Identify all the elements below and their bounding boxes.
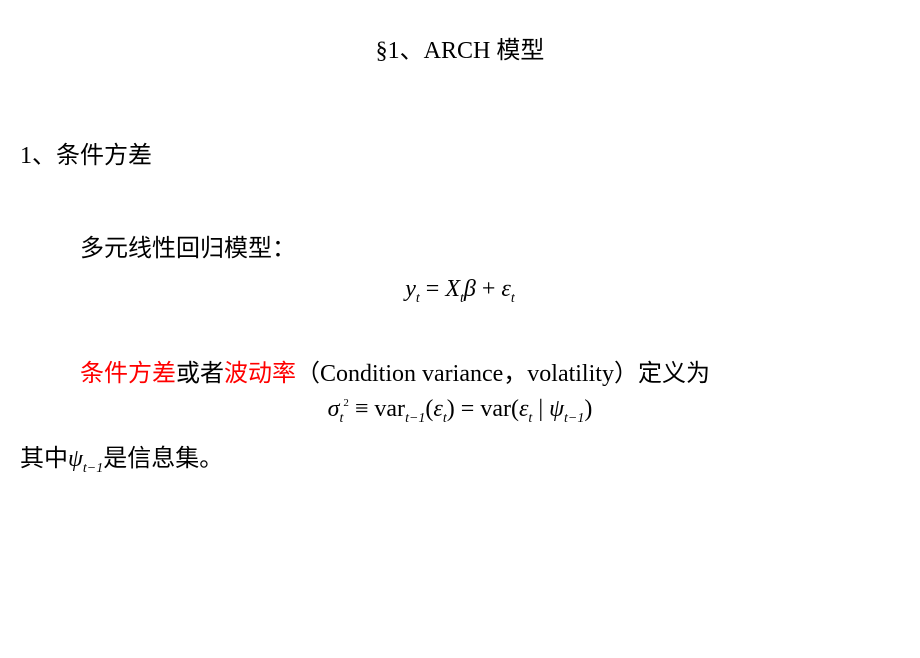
section-heading: 1、条件方差 xyxy=(20,135,900,170)
closing-paragraph: 其中ψt−1是信息集。 xyxy=(20,438,900,473)
rp1: ) xyxy=(447,396,455,422)
def-paren: （Condition variance，volatility）定义为 xyxy=(296,361,710,387)
sym-equiv: ≡ xyxy=(349,396,375,422)
sub-eps2: t xyxy=(528,411,532,426)
fn-var1: var xyxy=(374,396,405,422)
closing-suffix: 是信息集。 xyxy=(103,446,223,472)
sub-var1: t−1 xyxy=(405,411,425,426)
term-conditional-variance: 条件方差 xyxy=(80,361,176,387)
sup-sigma: 2 xyxy=(343,397,349,409)
sub-y: t xyxy=(416,291,420,306)
sym-X: X xyxy=(445,276,460,302)
sym-psi: ψ xyxy=(549,396,564,422)
term-volatility: 波动率 xyxy=(224,361,296,387)
inline-psi: ψt−1 xyxy=(68,446,103,472)
sub-psi: t−1 xyxy=(564,411,584,426)
sub-psi-inline: t−1 xyxy=(83,461,103,476)
sub-eps1: t xyxy=(443,411,447,426)
sym-bar: | xyxy=(532,396,549,422)
fn-var2: var( xyxy=(480,396,519,422)
definition-paragraph: 条件方差或者波动率（Condition variance，volatility）… xyxy=(20,353,900,388)
formula-linear-model: yt = Xtβ + εt xyxy=(20,276,900,303)
closing-prefix: 其中 xyxy=(20,446,68,472)
page-title: §1、ARCH 模型 xyxy=(20,30,900,65)
sym-eq2: = xyxy=(455,396,481,422)
sym-eps: ε xyxy=(501,276,510,302)
sub-eps: t xyxy=(511,291,515,306)
sym-eq: = xyxy=(420,276,446,302)
sym-beta: β xyxy=(464,276,476,302)
formula-variance-definition: σt2 ≡ vart−1(εt) = var(εt | ψt−1) xyxy=(20,396,900,423)
sym-sigma: σ xyxy=(328,396,340,422)
sym-plus: + xyxy=(476,276,502,302)
intro-paragraph: 多元线性回归模型： xyxy=(20,230,900,268)
sym-y: y xyxy=(405,276,416,302)
rp2: ) xyxy=(584,396,592,422)
sub-X: t xyxy=(460,291,464,306)
sym-psi-inline: ψ xyxy=(68,446,83,472)
sub-sigma: t xyxy=(339,411,343,426)
sym-eps1: ε xyxy=(433,396,442,422)
def-mid: 或者 xyxy=(176,361,224,387)
sym-eps2: ε xyxy=(519,396,528,422)
